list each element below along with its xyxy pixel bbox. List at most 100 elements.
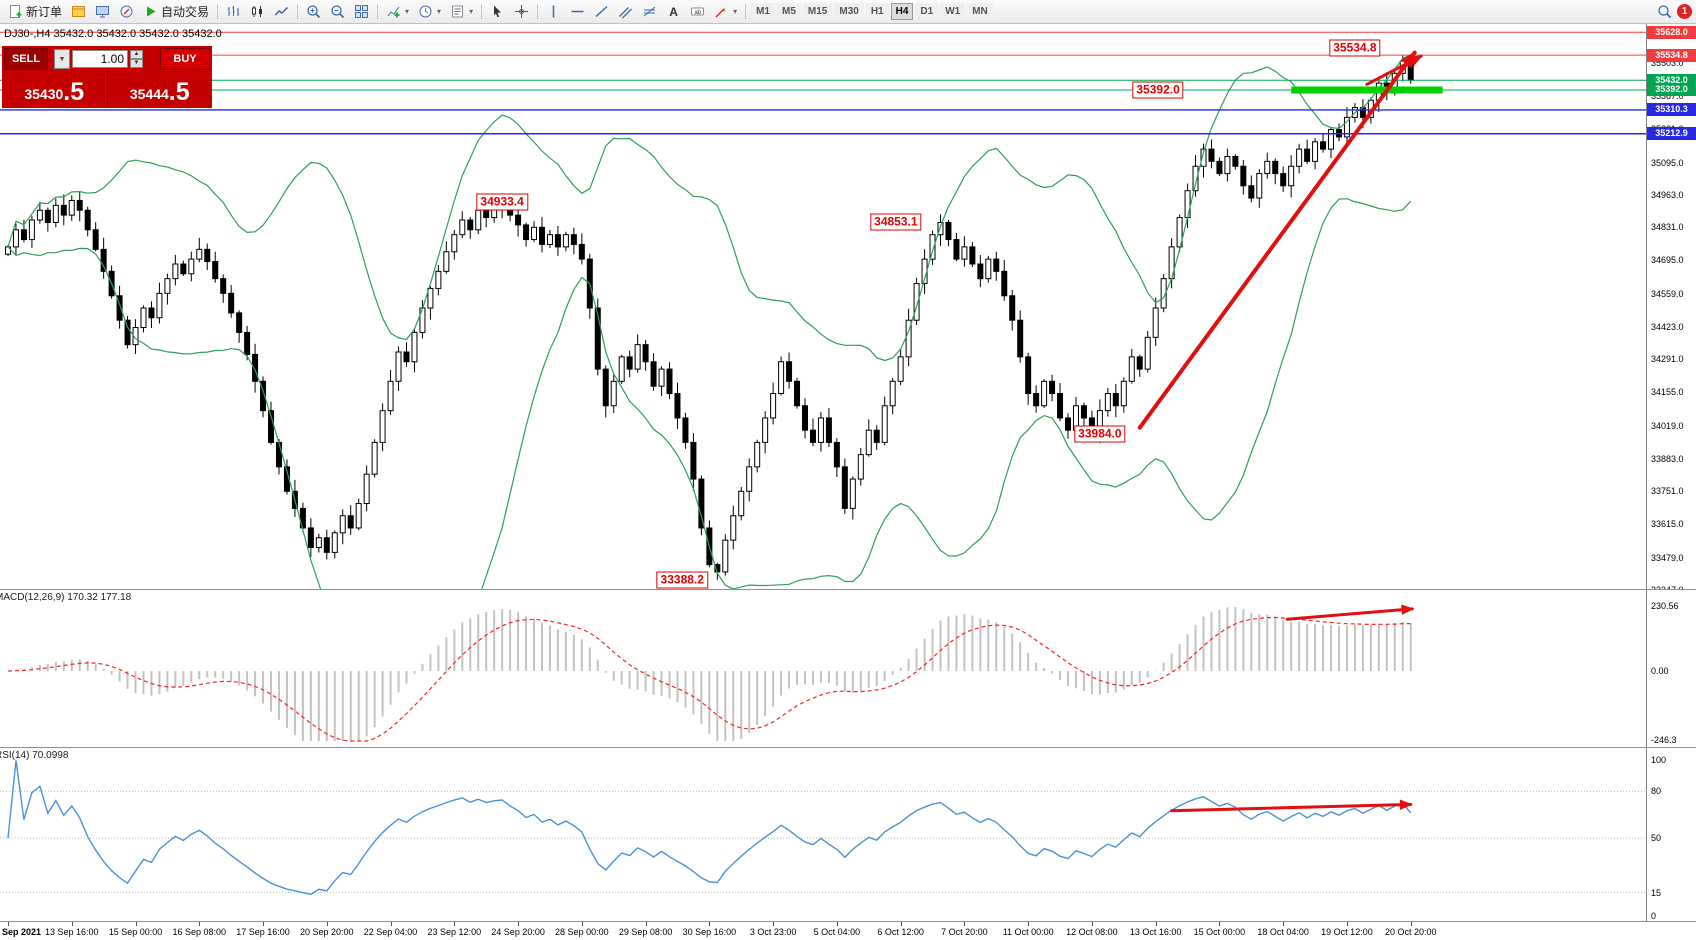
price-tick-label: 34291.0 [1651,354,1684,365]
terminal-button[interactable] [91,2,114,22]
periods-button[interactable]: ▾ [414,2,445,22]
volume-stepper[interactable]: ▲ ▼ [130,50,143,68]
channel-icon [619,7,633,19]
rsi-axis[interactable]: 100 80 50 15 0 [1646,748,1696,922]
time-label: 20 Oct 20:00 [1384,927,1437,937]
charts-button[interactable] [67,2,90,22]
horizontal-line-tool-button[interactable] [566,2,589,22]
main-chart-panel[interactable]: 35534.8 35392.0 34933.4 34853.1 33984.0 33388… [0,24,1696,590]
tile-windows-button[interactable] [350,2,373,22]
time-label: 20 Sep 20:00 [300,927,354,937]
toolbar: 新订单 自动交易 ▾ ▾ ▾ [0,0,1696,24]
volume-input[interactable]: 1.00 [72,50,128,68]
time-tick [1410,922,1412,926]
main-chart-plot[interactable] [0,24,1646,590]
sell-price[interactable]: 35430 .5 [2,70,108,108]
notification-badge[interactable]: 1 [1677,4,1692,19]
dropdown-arrow-icon: ▾ [469,7,474,16]
dropdown-arrow-icon: ▾ [437,7,442,16]
auto-trading-button[interactable]: 自动交易 [139,2,213,22]
price-line-badge: 35310.3 [1647,103,1696,117]
buy-price-main: 35444 [129,86,169,102]
volume-up-icon[interactable]: ▲ [130,50,143,59]
search-button[interactable] [1653,2,1676,22]
time-tick [135,922,137,926]
line-chart-icon [274,6,289,16]
time-tick [900,922,902,926]
auto-trading-play-icon [147,6,156,17]
bar-chart-mode-button[interactable] [222,2,245,22]
volume-down-icon[interactable]: ▼ [130,59,143,68]
indicators-icon [387,6,400,18]
dropdown-arrow-icon: ▾ [733,7,738,16]
price-tick-label: 34831.0 [1651,222,1684,233]
candles [5,55,1414,580]
timeframe-button-m30[interactable]: M30 [834,3,864,20]
zoom-out-button[interactable] [326,2,349,22]
channel-tool-button[interactable] [614,2,637,22]
price-line-badge: 35534.8 [1647,48,1696,62]
panel-separator[interactable] [0,747,1696,748]
cursor-button[interactable] [486,2,509,22]
rsi-plot[interactable] [0,748,1646,922]
auto-trading-label: 自动交易 [161,5,210,19]
macd-axis[interactable]: 230.56 0.00 -246.3 [1646,590,1696,748]
buy-price[interactable]: 35444 .5 [108,70,213,108]
time-tick [773,922,775,926]
macd-plot[interactable] [0,590,1646,748]
zoom-in-button[interactable] [302,2,325,22]
time-tick [454,922,456,926]
templates-button[interactable]: ▾ [446,2,477,22]
time-tick [518,922,520,926]
time-tick [1346,922,1348,926]
timeframe-button-mn[interactable]: MN [967,3,993,20]
indicators-button[interactable]: ▾ [382,2,413,22]
timeframe-button-w1[interactable]: W1 [940,3,966,20]
time-label: 16 Sep 08:00 [172,927,227,937]
text-tool-button[interactable]: A [662,2,685,22]
line-chart-mode-button[interactable] [270,2,293,22]
time-label: 30 Sep 16:00 [682,927,737,937]
time-tick [263,922,265,926]
timeframe-button-m5[interactable]: M5 [777,3,801,20]
volume-dropdown[interactable]: ▼ [54,49,70,69]
rsi-panel[interactable]: RSI(14) 70.0998 100 80 50 15 0 [0,748,1696,922]
timeframe-button-m15[interactable]: M15 [802,3,833,20]
timeframe-button-h4[interactable]: H4 [890,3,914,20]
fibonacci-icon [643,6,656,17]
time-tick [1091,922,1093,926]
trendline-tool-button[interactable] [590,2,613,22]
sell-button[interactable]: SELL [4,48,48,70]
time-label: 6 Oct 12:00 [877,927,924,937]
price-axis[interactable]: 35503.035367.035231.035095.034963.034831… [1646,24,1696,590]
time-tick [1028,922,1030,926]
new-order-button[interactable]: 新订单 [4,2,66,22]
new-order-label: 新订单 [26,5,63,19]
candlestick-mode-button[interactable] [246,2,269,22]
toolbar-separator [745,4,747,19]
price-callout: 34853.1 [870,213,922,231]
price-line-badge: 35628.0 [1647,25,1696,39]
macd-panel[interactable]: MACD(12,26,9) 170.32 177.18 230.56 0.00 -2… [0,590,1696,748]
panel-separator[interactable] [0,921,1696,922]
rsi-tick-label: 100 [1651,755,1667,765]
panel-separator[interactable] [0,589,1696,590]
buy-button[interactable]: BUY [160,48,210,70]
timeframe-button-m1[interactable]: M1 [751,3,775,20]
navigator-button[interactable] [115,2,138,22]
label-tool-button[interactable]: ab [686,2,709,22]
vertical-line-tool-button[interactable] [542,2,565,22]
macd-signal-line [7,616,1411,742]
timeframe-button-h1[interactable]: H1 [865,3,889,20]
navigator-icon [120,5,133,18]
horizontal-line-icon [571,10,584,13]
timeframe-button-d1[interactable]: D1 [915,3,939,20]
time-tick [326,922,328,926]
time-tick [71,922,73,926]
fibonacci-tool-button[interactable] [638,2,661,22]
crosshair-button[interactable] [510,2,533,22]
time-axis[interactable]: Sep 2021 13 Sep 16:00 15 Sep 00:00 16 Sep 0… [0,922,1696,940]
time-label: 18 Oct 04:00 [1257,927,1309,937]
time-tick [8,922,9,926]
shapes-button[interactable]: ▾ [710,2,741,22]
